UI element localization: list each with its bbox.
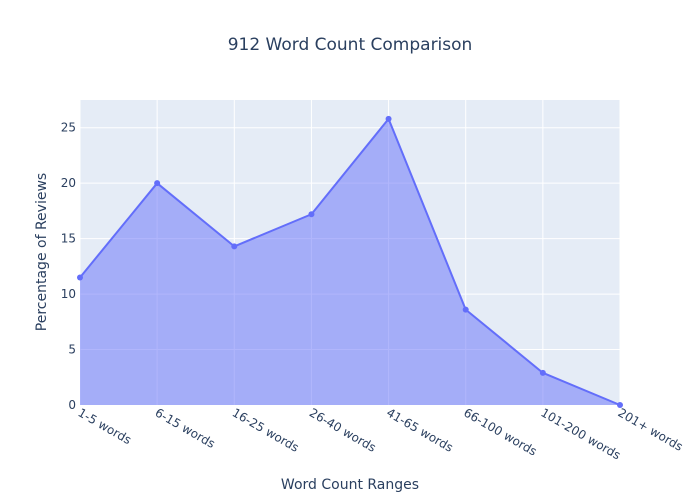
x-tick-label: 201+ words xyxy=(616,405,686,453)
x-tick-label: 1-5 words xyxy=(76,405,134,447)
y-tick-label: 0 xyxy=(68,398,76,412)
data-point[interactable] xyxy=(154,180,161,187)
y-tick-label: 25 xyxy=(61,121,76,135)
data-point[interactable] xyxy=(462,306,469,313)
y-tick-label: 15 xyxy=(61,232,76,246)
x-tick-label: 6-15 words xyxy=(153,405,218,451)
x-tick-label: 16-25 words xyxy=(230,405,301,454)
chart-title: 912 Word Count Comparison xyxy=(228,35,473,55)
y-tick-label: 10 xyxy=(61,287,76,301)
data-point[interactable] xyxy=(77,274,83,281)
series-line xyxy=(79,117,621,406)
series-layer xyxy=(77,115,623,408)
area-fill xyxy=(80,118,620,405)
y-axis-title: Percentage of Reviews xyxy=(34,173,50,331)
y-tick-label: 20 xyxy=(61,176,76,190)
x-tick-label: 66-100 words xyxy=(461,405,539,458)
y-tick-labels: 0 5 10 15 20 25 xyxy=(61,121,76,412)
x-tick-labels: 1-5 words 6-15 words 16-25 words 26-40 word… xyxy=(76,405,686,462)
x-tick-label: 26-40 words xyxy=(307,405,378,454)
y-tick-label: 5 xyxy=(68,343,76,357)
data-point[interactable] xyxy=(385,115,392,122)
data-point[interactable] xyxy=(231,243,238,250)
data-point[interactable] xyxy=(617,402,623,408)
data-point[interactable] xyxy=(539,369,546,376)
x-axis-title: Word Count Ranges xyxy=(281,477,419,493)
data-point[interactable] xyxy=(308,211,315,218)
x-tick-label: 101-200 words xyxy=(538,405,623,462)
x-tick-label: 41-65 words xyxy=(384,405,455,454)
